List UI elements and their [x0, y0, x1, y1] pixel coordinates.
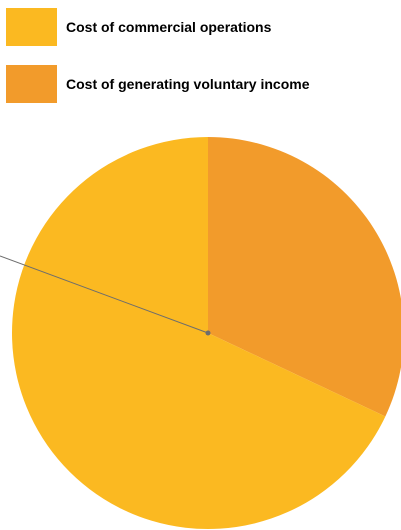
pie-slice-commercial-operations[interactable]	[12, 137, 386, 530]
legend-label-commercial-operations: Cost of commercial operations	[66, 19, 272, 35]
legend-label-voluntary-income: Cost of generating voluntary income	[66, 76, 310, 92]
legend-item-voluntary-income: Cost of generating voluntary income	[6, 65, 309, 103]
leader-line	[0, 255, 209, 334]
legend-swatch-voluntary-income	[6, 65, 57, 103]
pie-slices	[12, 137, 401, 530]
legend-swatch-commercial-operations	[6, 8, 57, 46]
pie-slice-voluntary-income[interactable]	[208, 137, 401, 417]
legend-item-commercial-operations: Cost of commercial operations	[6, 8, 271, 46]
pie-center-dot	[205, 330, 211, 336]
